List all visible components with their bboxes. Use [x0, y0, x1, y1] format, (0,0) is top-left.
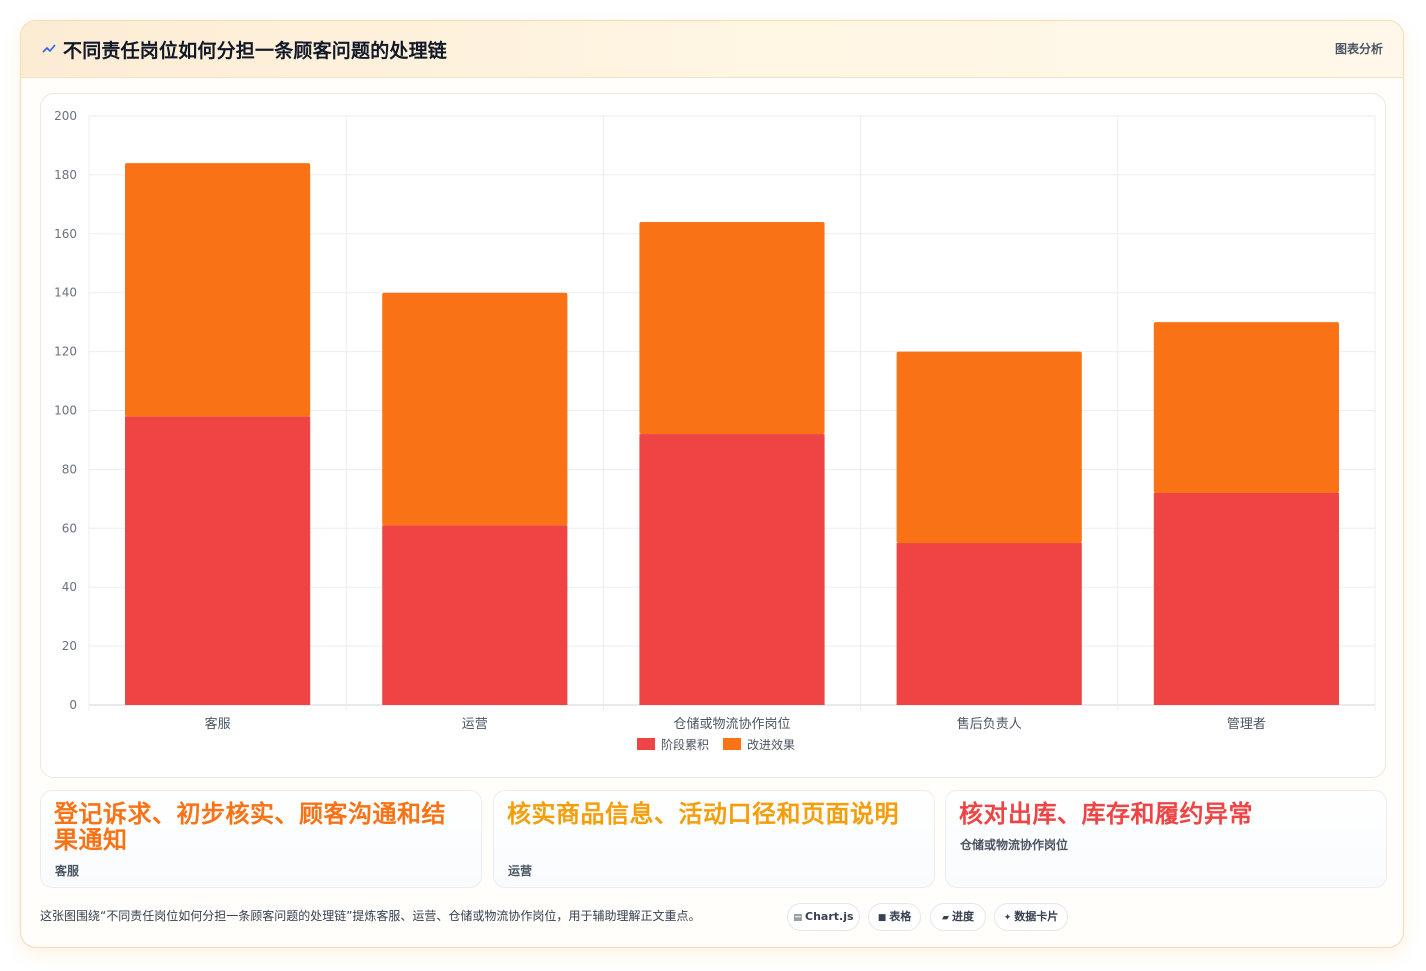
info-card-1: 登记诉求、初步核实、顾客沟通和结果通知 客服 [40, 790, 482, 888]
x-tick-label: 运营 [462, 717, 488, 732]
info-card-title: 登记诉求、初步核实、顾客沟通和结果通知 [54, 800, 446, 854]
x-tick-label: 售后负责人 [957, 716, 1022, 732]
bar-improve [1153, 322, 1339, 493]
chip-table[interactable]: ■ 表格 [868, 903, 921, 931]
legend-swatch [723, 738, 741, 750]
x-tick-label: 仓储或物流协作岗位 [673, 717, 790, 732]
info-card-title: 核实商品信息、活动口径和页面说明 [507, 800, 899, 828]
info-card-3: 核对出库、库存和履约异常 仓储或物流协作岗位 [945, 790, 1387, 888]
chart-panel: 0 20 40 60 80 100 120 140 160 180 200 客服 运营 仓储或物流协作岗位… [40, 93, 1386, 778]
table-icon: ■ [877, 913, 887, 923]
info-card-2: 核实商品信息、活动口径和页面说明 运营 [493, 790, 935, 888]
x-tick-label: 管理者 [1227, 717, 1266, 732]
bar-improve [896, 351, 1082, 544]
chip-label: Chart.js [805, 910, 854, 923]
bar-improve [639, 222, 825, 435]
chip-label: 数据卡片 [1014, 910, 1059, 923]
y-tick-label: 200 [54, 109, 77, 123]
card-header: 不同责任岗位如何分担一条顾客问题的处理链 图表分析 [21, 21, 1403, 78]
footer-description: 这张图围绕“不同责任岗位如何分担一条顾客问题的处理链”提炼客服、运营、仓储或物流… [40, 909, 701, 923]
y-tick-label: 20 [62, 639, 77, 653]
y-tick-label: 140 [54, 286, 77, 300]
chip-label: 表格 [889, 910, 912, 923]
chart-card: 不同责任岗位如何分担一条顾客问题的处理链 图表分析 0 20 40 60 80 100 12… [20, 20, 1404, 948]
y-tick-label: 160 [54, 227, 77, 241]
chip-data-card[interactable]: ✦ 数据卡片 [994, 903, 1068, 931]
info-card-sub: 客服 [55, 864, 80, 878]
stacked-bar-chart: 0 20 40 60 80 100 120 140 160 180 200 客服 运营 仓储或物流协作岗位… [54, 109, 1376, 752]
bar-stage [1153, 492, 1339, 705]
y-tick-label: 100 [54, 404, 77, 418]
bar-improve [125, 163, 311, 417]
info-card-sub: 运营 [508, 864, 533, 878]
x-tick-label: 客服 [205, 716, 231, 732]
info-card-title: 核对出库、库存和履约异常 [959, 800, 1253, 828]
chip-label: 进度 [951, 910, 974, 923]
legend-swatch [637, 738, 655, 750]
y-tick-label: 0 [69, 698, 77, 712]
bar-stage [125, 416, 311, 705]
legend-label: 阶段累积 [661, 737, 709, 752]
y-tick-label: 180 [54, 168, 77, 182]
header-badge[interactable]: 图表分析 [1334, 42, 1383, 56]
bar-stage [896, 543, 1082, 705]
chart-icon: ▤ [793, 913, 802, 923]
legend-label: 改进效果 [747, 737, 795, 752]
y-tick-label: 60 [62, 521, 77, 535]
sparkle-icon: ✦ [1003, 913, 1012, 923]
info-card-sub: 仓储或物流协作岗位 [960, 838, 1069, 852]
y-tick-label: 120 [54, 345, 77, 359]
bar-improve [382, 292, 568, 526]
y-tick-label: 80 [62, 462, 77, 476]
y-tick-label: 40 [62, 580, 77, 594]
bar-stage [639, 434, 825, 705]
chart-line-icon [41, 40, 57, 58]
chip-chartjs[interactable]: ▤ Chart.js [787, 903, 860, 931]
chip-progress[interactable]: ▰ 进度 [930, 903, 986, 931]
page-title: 不同责任岗位如何分担一条顾客问题的处理链 [63, 40, 448, 62]
progress-icon: ▰ [942, 913, 949, 923]
bar-stage [382, 525, 568, 705]
